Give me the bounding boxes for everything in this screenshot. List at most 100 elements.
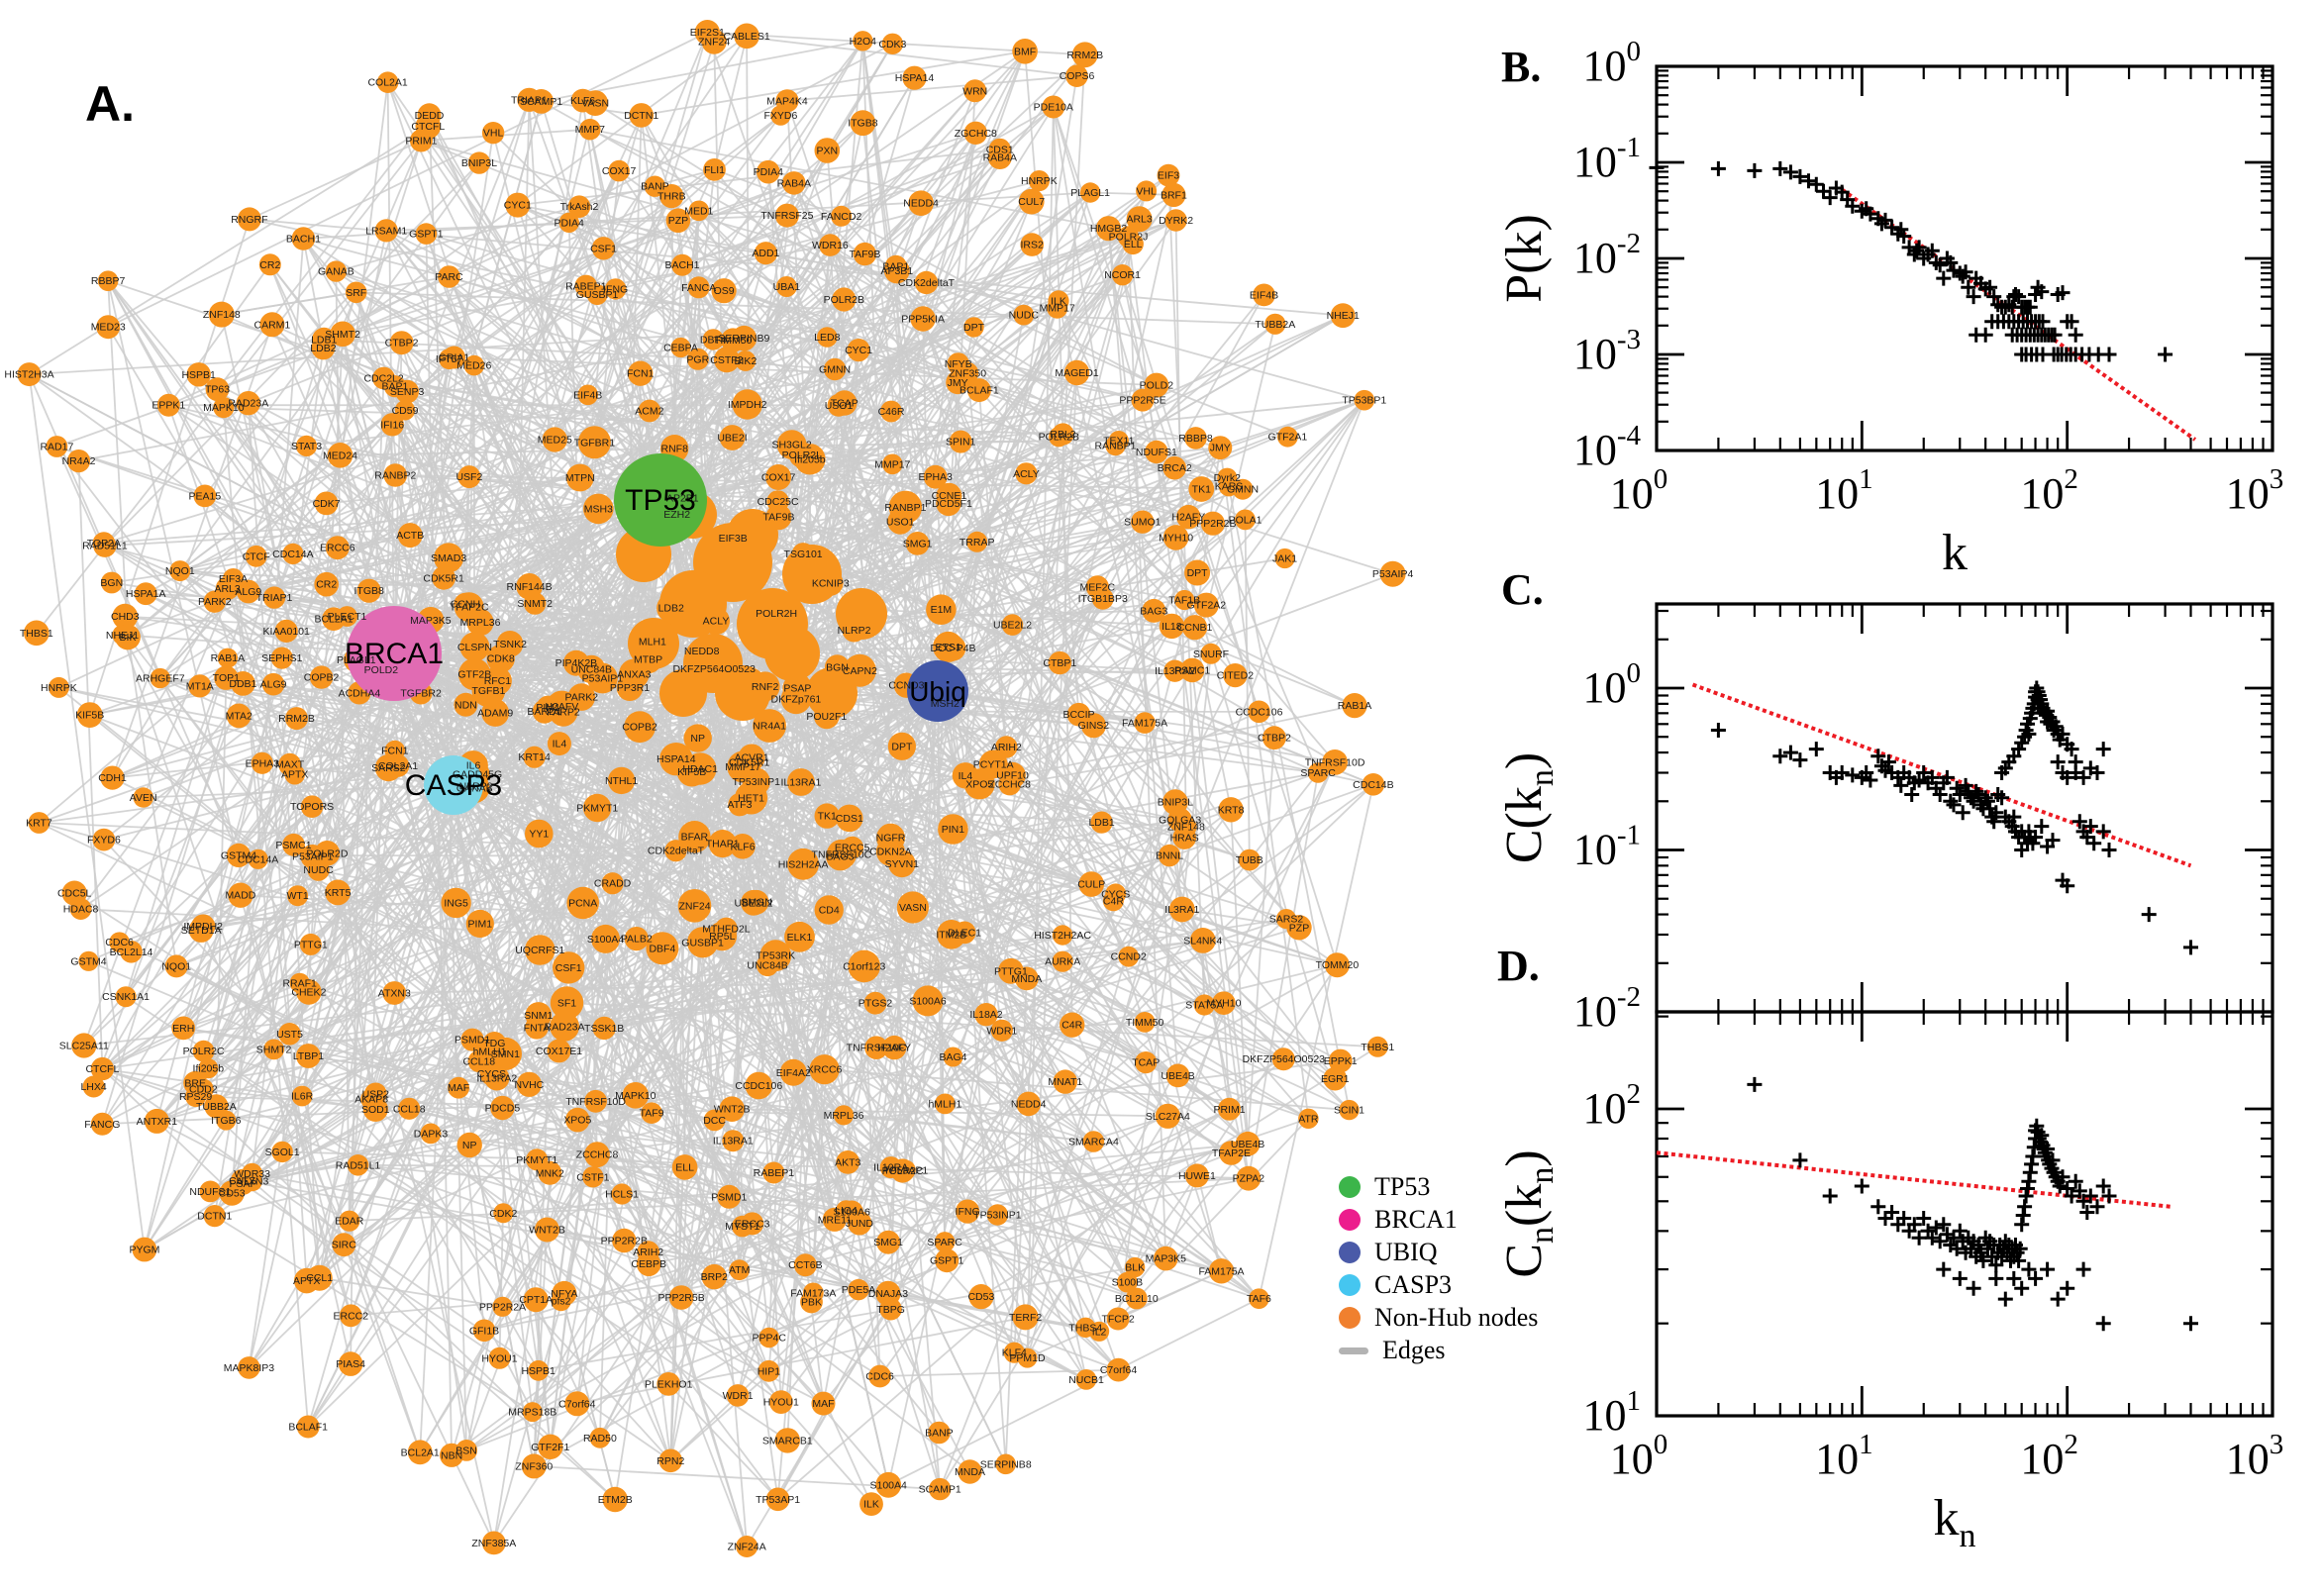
gene-label: hMLH1 — [473, 1046, 507, 1057]
network-node — [505, 192, 531, 218]
x-axis-title: k — [1942, 525, 1968, 581]
gene-label: MMP17 — [874, 458, 910, 470]
network-node — [1063, 359, 1090, 386]
network-node — [591, 924, 620, 953]
network-node — [668, 1285, 694, 1310]
network-node — [97, 270, 119, 292]
network-node — [553, 951, 585, 984]
gene-label: ING5 — [444, 897, 468, 909]
network-node — [880, 400, 902, 423]
network-node — [551, 1290, 571, 1312]
network-node — [192, 1078, 214, 1100]
network-node — [1090, 811, 1113, 834]
network-node — [702, 329, 724, 350]
network-node — [1324, 952, 1350, 978]
gene-label: MED24 — [323, 449, 357, 461]
gene-label: BRF1 — [1161, 189, 1187, 201]
legend-item-edges: Edges — [1339, 1336, 1538, 1364]
data-point-marker — [1870, 1199, 1886, 1215]
network-node — [542, 427, 567, 452]
network-node — [622, 1082, 650, 1109]
network-node — [1048, 650, 1072, 675]
network-node — [92, 828, 116, 851]
network-node — [538, 1434, 563, 1460]
data-point-marker — [1808, 742, 1824, 757]
network-node — [1208, 436, 1233, 460]
network-node — [457, 465, 481, 489]
network-node — [750, 671, 780, 702]
network-node — [66, 449, 91, 473]
network-node — [564, 1391, 590, 1417]
gene-label: PLAGL1 — [337, 654, 376, 666]
y-tick-label: 102 — [1583, 1078, 1642, 1133]
network-node — [547, 1039, 571, 1063]
network-node — [1157, 163, 1180, 187]
network-node — [547, 732, 571, 756]
network-node — [719, 1096, 745, 1122]
network-node — [295, 435, 318, 456]
gene-label: BCLAF1 — [288, 1422, 328, 1434]
network-node — [850, 110, 876, 137]
network-node — [389, 331, 414, 355]
gene-label: H2AFY — [877, 1043, 911, 1054]
network-node — [670, 337, 691, 358]
data-point-marker — [1943, 793, 1959, 809]
network-node — [817, 327, 838, 348]
network-node — [1018, 188, 1045, 215]
network-node — [881, 33, 904, 54]
gene-label: CCND3 — [888, 680, 924, 692]
network-node — [1217, 467, 1238, 488]
network-node — [479, 1061, 504, 1086]
network-node — [526, 1148, 549, 1171]
gene-label: BARD1 — [527, 706, 561, 718]
gene-label: ALG9 — [260, 679, 287, 691]
network-node — [963, 79, 987, 103]
network-node — [624, 927, 649, 951]
network-node — [912, 985, 944, 1017]
network-node — [864, 1036, 888, 1059]
panel-d-label: D. — [1497, 942, 1540, 990]
network-node — [415, 113, 442, 140]
network-node — [1236, 1165, 1262, 1191]
network-node — [612, 1228, 637, 1253]
network-node — [708, 830, 737, 858]
gene-label: SPARC — [1300, 767, 1336, 779]
network-node — [1001, 614, 1024, 636]
network-node — [1013, 304, 1035, 326]
gene-label: CCNH — [451, 599, 480, 611]
data-point-marker — [1772, 160, 1788, 176]
network-node — [634, 645, 662, 674]
network-node — [1042, 95, 1065, 119]
x-axis-title: kn — [1934, 1490, 1976, 1554]
gene-label: PSMC1 — [1174, 664, 1210, 676]
network-node — [90, 1112, 114, 1136]
data-point-marker — [1792, 1152, 1808, 1168]
data-point-marker — [1893, 777, 1909, 793]
gene-label: CCNE1 — [932, 490, 967, 502]
network-node — [687, 276, 710, 299]
network-node — [701, 1263, 727, 1290]
network-node — [1144, 372, 1169, 398]
network-node — [721, 527, 745, 549]
network-node — [759, 940, 792, 972]
network-node — [938, 814, 968, 845]
network-node — [1184, 427, 1207, 449]
network-node — [859, 1492, 883, 1516]
gene-label: TP53AP1 — [883, 1164, 928, 1176]
data-point-marker — [1904, 787, 1920, 802]
legend-item-casp3: CASP3 — [1339, 1270, 1538, 1299]
gene-label: NLRP2 — [838, 625, 871, 637]
network-node — [629, 103, 654, 128]
network-node — [719, 425, 746, 450]
network-node — [488, 1347, 511, 1369]
network-node — [1017, 1347, 1038, 1368]
data-point-marker — [1977, 327, 1993, 343]
gene-label: TERF2 — [1009, 1312, 1042, 1324]
network-node — [188, 917, 214, 943]
data-point-marker — [2014, 1280, 2030, 1296]
network-node — [314, 491, 339, 516]
gene-label: VHL — [1136, 185, 1157, 197]
network-node — [736, 1536, 758, 1557]
network-node — [17, 362, 42, 387]
